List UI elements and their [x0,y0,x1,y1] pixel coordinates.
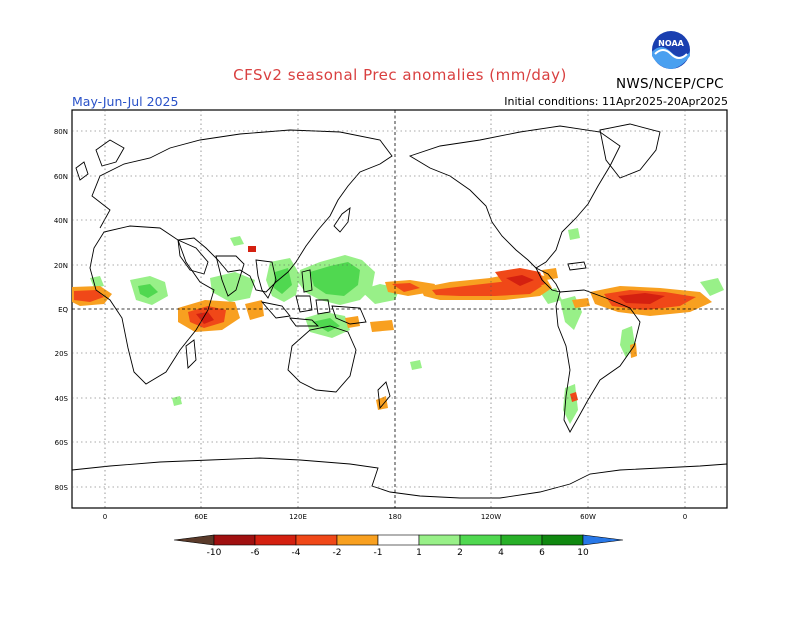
colorbar-swatch [541,534,584,546]
anomaly-shading [72,228,724,424]
colorbar-swatch [459,534,502,546]
lat-lon-grid [72,110,727,508]
lat-label: 40S [55,395,69,403]
colorbar-arrow-low [173,534,215,546]
lat-label: 80S [55,484,69,492]
lat-label: EQ [58,306,68,314]
agency-label: NWS/NCEP/CPC [616,76,724,92]
lat-label: 80N [54,128,68,136]
colorbar-label: -2 [333,548,342,558]
map-title: CFSv2 seasonal Prec anomalies (mm/day) [233,66,567,84]
colorbar: -10 -6 -4 -2 -1 1 2 4 6 10 [173,534,624,558]
colorbar-labels: -10 -6 -4 -2 -1 1 2 4 6 10 [207,548,589,558]
colorbar-swatch [418,534,461,546]
colorbar-label: 4 [498,548,504,558]
colorbar-label: -6 [251,548,260,558]
colorbar-swatch [295,534,338,546]
equator-dateline [72,110,727,508]
colorbar-swatch [377,534,420,546]
colorbar-label: 10 [577,548,589,558]
lat-label: 60N [54,173,68,181]
colorbar-swatch [213,534,256,546]
colorbar-swatch [254,534,297,546]
initial-conditions: Initial conditions: 11Apr2025-20Apr2025 [504,95,728,108]
lon-label: 0 [683,513,687,521]
season-label: May-Jun-Jul 2025 [72,94,179,109]
lon-label: 0 [103,513,107,521]
lat-label: 20S [55,350,69,358]
colorbar-arrow-high [582,534,624,546]
lon-labels: 0 60E 120E 180 120W 60W 0 [103,513,687,521]
lon-label: 180 [388,513,401,521]
colorbar-swatch [500,534,543,546]
lat-label: 20N [54,262,68,270]
lon-label: 120E [289,513,307,521]
colorbar-label: -10 [207,548,222,558]
colorbar-label: 6 [539,548,545,558]
lon-label: 60E [194,513,207,521]
colorbar-swatch [336,534,379,546]
lat-labels: 80N 60N 40N 20N EQ 20S 40S 60S 80S [54,128,69,492]
colorbar-label: -4 [292,548,301,558]
colorbar-label: 1 [416,548,422,558]
lon-label: 120W [481,513,501,521]
noaa-logo: NOAA [651,30,691,70]
colorbar-label: -1 [374,548,383,558]
coastlines [71,123,728,509]
lat-label: 40N [54,217,68,225]
colorbar-label: 2 [457,548,463,558]
lat-label: 60S [55,439,69,447]
lon-label: 60W [580,513,596,521]
logo-text: NOAA [658,39,684,48]
